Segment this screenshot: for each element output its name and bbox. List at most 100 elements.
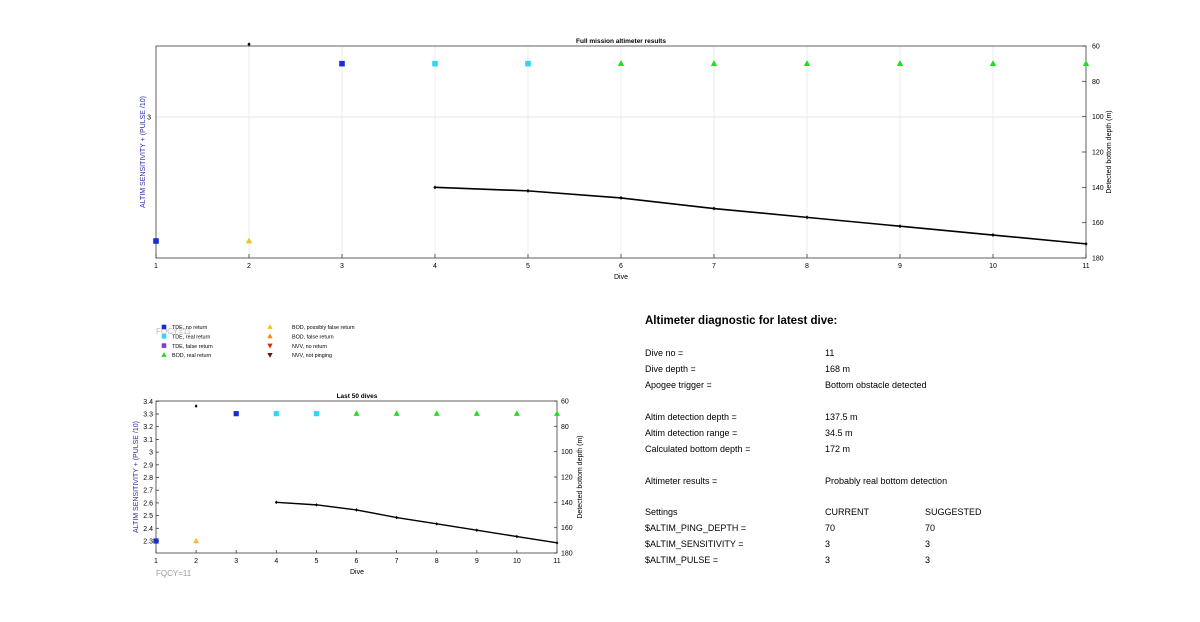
diag-value-dive-depth: 168 m xyxy=(825,364,851,374)
c1-bottom-depth-point xyxy=(805,215,809,220)
c2-footnote: FQCY=11 xyxy=(156,569,192,578)
c1-x-tick-label: 4 xyxy=(433,263,437,270)
c1-ylabel: ALTIM SENSITIVITY + (PULSE /10) xyxy=(140,96,147,208)
c2-marker-tde-real-return xyxy=(313,411,319,417)
c2-bottom-depth-point xyxy=(515,534,519,539)
c2-x-tick-label: 4 xyxy=(274,558,278,565)
c1-y2-tick-label: 180 xyxy=(1092,256,1104,263)
c1-bottom-depth-point xyxy=(619,195,623,200)
c1-x-tick-label: 1 xyxy=(154,263,158,270)
c2-x-tick-label: 9 xyxy=(475,558,479,565)
c2-y-tick-label: 2.5 xyxy=(143,513,153,520)
c1-marker-tde-no-return xyxy=(339,60,345,67)
c2-y2-ticks: 60 80 100 120 140 160 180 xyxy=(554,399,573,558)
c2-markers xyxy=(153,404,560,544)
diag-label-detection-depth: Altim detection depth = xyxy=(645,412,737,422)
c1-y2-tick-label: 140 xyxy=(1092,185,1104,192)
c2-y2-tick-label: 180 xyxy=(561,551,573,558)
c2-x-tick-label: 8 xyxy=(435,558,439,565)
c1-x-tick-label: 10 xyxy=(989,263,997,270)
c1-xlabel: Dive xyxy=(614,274,628,281)
c2-y-tick-label: 3.3 xyxy=(143,412,153,419)
c2-x-tick-label: 2 xyxy=(194,558,198,565)
c2-y-tick-label: 2.8 xyxy=(143,475,153,482)
legend-label: BOD, possibly false return xyxy=(292,325,355,331)
c2-y-tick-label: 2.4 xyxy=(143,526,153,533)
diagnostic-title: Altimeter diagnostic for latest dive: xyxy=(645,315,838,327)
legend-marker xyxy=(161,334,167,339)
c2-marker-tde-no-return xyxy=(153,538,159,544)
c1-title: Full mission altimeter results xyxy=(576,38,666,45)
c2-x-tick-label: 6 xyxy=(355,558,359,565)
c1-y2-ticks: 60 80 100 120 140 160 180 xyxy=(1082,44,1104,263)
c2-y2-tick-label: 80 xyxy=(561,424,569,431)
c1-marker-bod-real-return xyxy=(710,60,718,67)
c1-marker-bod-real-return xyxy=(803,60,811,67)
c1-marker-tde-real-return xyxy=(525,60,531,67)
legend-label: TDE, real return xyxy=(172,335,210,341)
c2-bottom-depth-line xyxy=(276,501,558,544)
c1-bottom-depth-point xyxy=(433,185,437,190)
c1-y2-tick-label: 160 xyxy=(1092,220,1104,227)
legend-label: BOD, real return xyxy=(172,353,211,359)
c2-bottom-depth-series xyxy=(274,500,559,545)
legend-marker xyxy=(267,343,273,349)
legend-marker xyxy=(267,333,273,339)
c1-x-tick-label: 8 xyxy=(805,263,809,270)
c2-plot-frame xyxy=(155,400,558,554)
diag-value-dive-no: 11 xyxy=(825,348,835,358)
c1-y-ticks: 3 xyxy=(147,115,151,122)
c2-y2-tick-label: 60 xyxy=(561,399,569,406)
c2-marker-bod-possibly-false xyxy=(193,537,200,544)
c1-y-tick-label: 3 xyxy=(147,115,151,122)
settings-header-current: CURRENT xyxy=(825,507,869,517)
legend-marker xyxy=(267,352,273,358)
c1-bottom-depth-point xyxy=(898,224,902,229)
c1-marker-tde-no-return xyxy=(153,238,159,244)
c1-x-tick-label: 9 xyxy=(898,263,902,270)
c2-x-tick-label: 3 xyxy=(234,558,238,565)
c1-marker-bod-real-return xyxy=(896,60,904,67)
c1-marker-bod-real-return xyxy=(989,60,997,67)
setting-ping-depth-current: 70 xyxy=(825,523,836,533)
c2-x-tick-label: 11 xyxy=(553,558,560,565)
setting-ping-depth-suggested: 70 xyxy=(925,523,936,533)
c1-marker-bod-real-return xyxy=(617,60,625,67)
diag-label-dive-no: Dive no = xyxy=(645,348,684,358)
c2-bottom-depth-point xyxy=(355,508,358,512)
diag-label-apogee-trigger: Apogee trigger = xyxy=(645,380,712,390)
c2-ylabel: ALTIM SENSITIVITY + (PULSE /10) xyxy=(133,421,140,533)
c2-bottom-depth-point xyxy=(435,522,439,526)
c2-marker-bod-real-return xyxy=(513,410,520,416)
c1-x-tick-label: 2 xyxy=(247,263,251,270)
c2-marker-bod-real-return xyxy=(473,410,480,416)
diag-value-altimeter-results: Probably real bottom detection xyxy=(825,476,948,486)
c1-x-tick-label: 6 xyxy=(619,263,623,270)
c1-y2-tick-label: 80 xyxy=(1092,79,1100,86)
c2-bottom-depth-point xyxy=(475,528,479,532)
c2-bottom-depth-point xyxy=(395,515,399,520)
c2-y-tick-label: 2.9 xyxy=(143,462,153,469)
c2-x-ticks: 1 2 3 4 5 6 7 8 9 10 11 xyxy=(154,550,561,565)
c2-xlabel: Dive xyxy=(350,569,364,576)
c1-y2-tick-label: 120 xyxy=(1092,150,1104,157)
diag-value-bottom-depth: 172 m xyxy=(825,444,851,454)
c1-x-tick-label: 3 xyxy=(340,263,344,270)
c2-y-ticks: 2.3 2.4 2.5 2.6 2.7 2.8 2.9 3 3.1 3.2 3.3 3.4 xyxy=(143,399,159,546)
c2-bottom-depth-point xyxy=(314,503,318,507)
diag-label-bottom-depth: Calculated bottom depth = xyxy=(645,444,751,454)
c2-y2-tick-label: 140 xyxy=(561,500,573,507)
legend-label: NVV, no return xyxy=(292,344,327,350)
c2-marker-bod-real-return xyxy=(353,410,360,416)
diag-value-apogee-trigger: Bottom obstacle detected xyxy=(825,380,927,390)
c2-marker-bod-real-return xyxy=(433,410,440,416)
setting-pulse-suggested: 3 xyxy=(925,555,931,565)
c2-marker-tde-no-return xyxy=(233,411,239,417)
c1-y2label: Detected bottom depth (m) xyxy=(1106,110,1113,193)
c2-marker-tde-real-return xyxy=(273,411,279,417)
settings-header-suggested: SUGGESTED xyxy=(925,507,982,517)
c2-y-tick-label: 2.7 xyxy=(143,488,153,495)
c2-x-tick-label: 5 xyxy=(314,558,318,565)
c2-marker-bod-real-return xyxy=(393,410,400,416)
c2-x-tick-label: 7 xyxy=(395,558,399,565)
